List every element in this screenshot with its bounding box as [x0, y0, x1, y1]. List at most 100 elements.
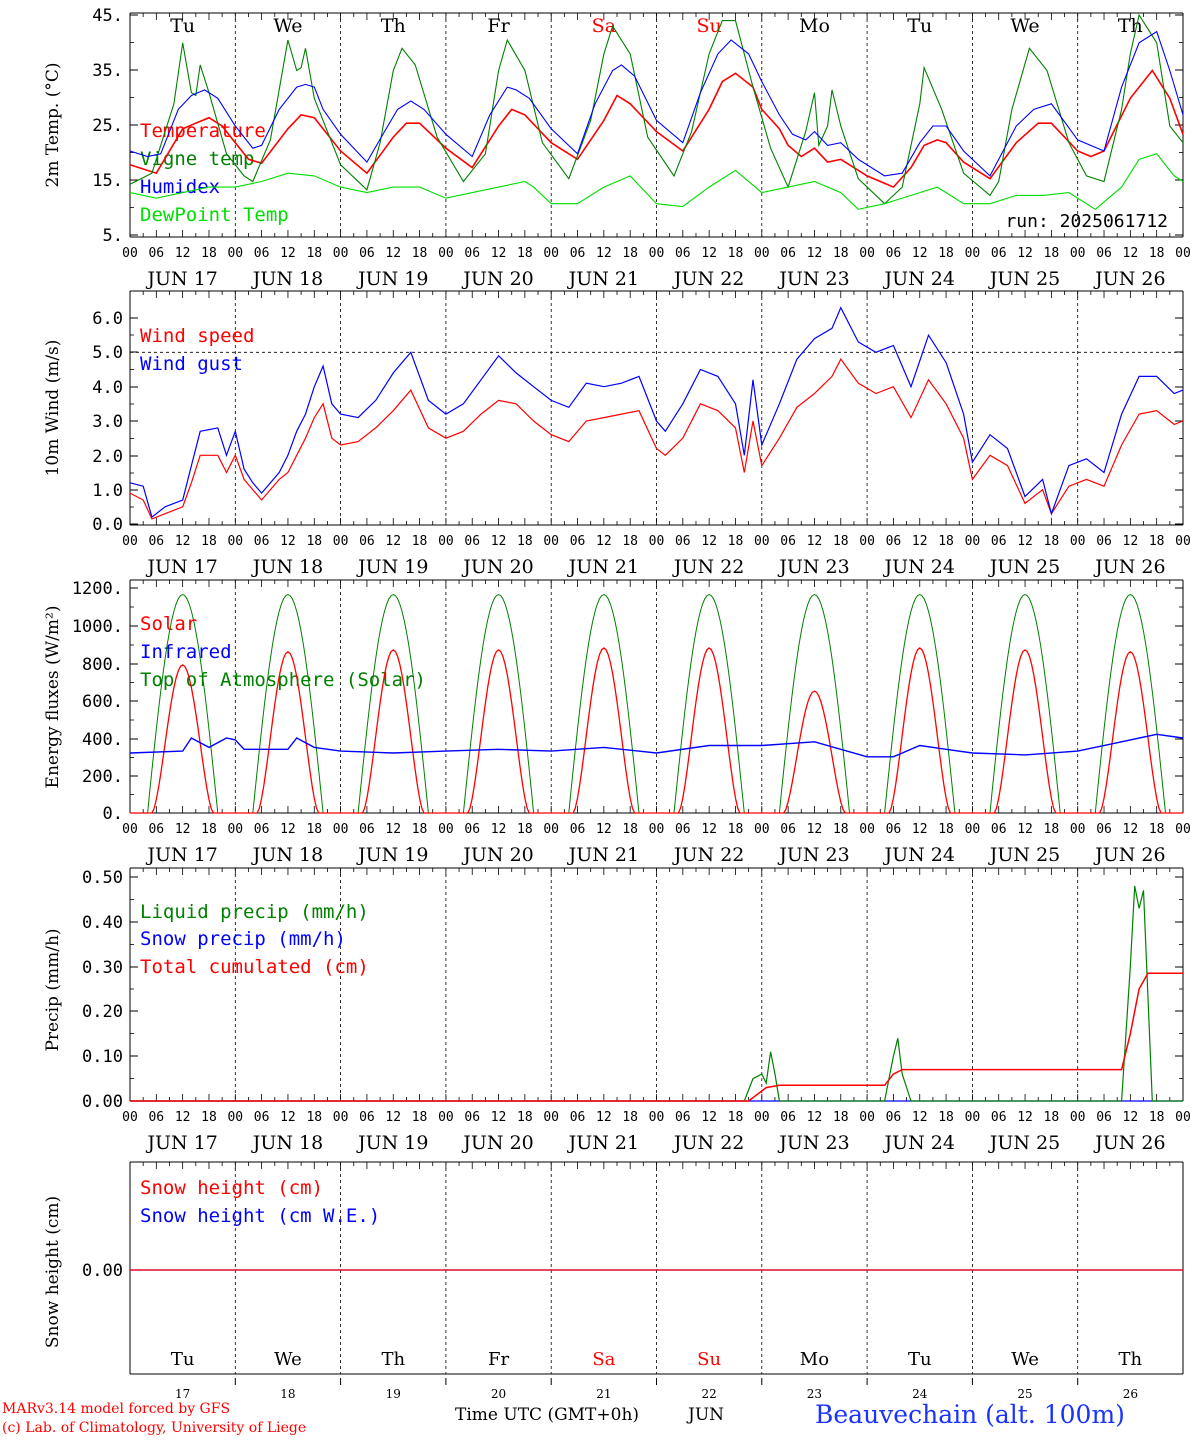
weekday-label-top: Tu	[907, 15, 932, 37]
panel-1-hour-label: 06	[254, 246, 270, 261]
day-number-label: 26	[1123, 1387, 1138, 1401]
weekday-label-top: Sa	[592, 15, 616, 37]
day-number-label: 22	[702, 1387, 717, 1401]
panel-4-ytick-label: 0.30	[82, 958, 123, 978]
panel-3-ytick-label: 800.	[82, 655, 123, 675]
panel-3-date-label: JUN 17	[145, 844, 217, 866]
panel-3-hour-label: 18	[622, 822, 638, 837]
panel-1-hour-label: 06	[991, 246, 1007, 261]
panel-1-hour-label: 00	[859, 246, 875, 261]
panel-4-hour-label: 12	[175, 1110, 191, 1125]
panel-1-hour-label: 06	[464, 246, 480, 261]
panel-4-hour-label: 06	[780, 1110, 796, 1125]
panel-4-hour-label: 00	[1070, 1110, 1086, 1125]
panel-4-hour-label: 00	[438, 1110, 454, 1125]
panel-3-hour-label: 00	[122, 822, 138, 837]
panel-2-hour-label: 06	[886, 534, 902, 549]
panel-2-hour-label: 12	[280, 534, 296, 549]
panel-3-hour-label: 12	[1123, 822, 1139, 837]
panel-2-hour-label: 12	[175, 534, 191, 549]
panel-3-hour-label: 18	[728, 822, 744, 837]
run-label: run: 2025061712	[1005, 211, 1168, 232]
panel-4-date-label: JUN 22	[672, 1132, 744, 1154]
panel-4-ytick-label: 0.50	[82, 868, 123, 888]
panel-1-date-label: JUN 26	[1093, 268, 1165, 290]
panel-2-hour-label: 06	[991, 534, 1007, 549]
flux-series-solar	[130, 647, 1183, 814]
panel-3-hour-label: 00	[1070, 822, 1086, 837]
panel-1-date-label: JUN 19	[356, 268, 428, 290]
day-number-label: 24	[912, 1387, 928, 1401]
panel-3-date-label: JUN 18	[251, 844, 323, 866]
panel-4-hour-label: 06	[991, 1110, 1007, 1125]
panel-2-hour-label: 06	[570, 534, 586, 549]
panel-1-hour-label: 06	[1096, 246, 1112, 261]
panel-2-ytick-label: 5.0	[92, 343, 123, 363]
temp-series-temperature	[129, 69, 1184, 189]
panel-4-date-label: JUN 26	[1093, 1132, 1165, 1154]
panel-4-legend-total-cumulated-cm-: Total cumulated (cm)	[140, 956, 369, 978]
panel-3-ytick-label: 0.	[103, 804, 123, 824]
panel-3-legend-solar: Solar	[140, 613, 197, 635]
day-number-label: 20	[491, 1387, 506, 1401]
weekday-label-top: We	[273, 15, 302, 37]
panel-3-hour-label: 00	[333, 822, 349, 837]
panel-3-hour-label: 18	[938, 822, 954, 837]
panel-4-hour-label: 18	[412, 1110, 428, 1125]
panel-2-hour-label: 00	[965, 534, 981, 549]
panel-3-hour-label: 12	[175, 822, 191, 837]
panel-2-hour-label: 12	[912, 534, 928, 549]
panel-2-hour-label: 12	[596, 534, 612, 549]
weekday-label-bottom: Su	[697, 1349, 721, 1370]
panel-2-hour-label: 06	[148, 534, 164, 549]
day-number-label: 19	[386, 1387, 401, 1401]
weekday-label-top: Tu	[170, 15, 195, 37]
panel-3-hour-label: 06	[886, 822, 902, 837]
panel-1-legend-temperature: Temperature	[140, 120, 266, 142]
panel-1-hour-label: 06	[359, 246, 375, 261]
panel-2-hour-label: 06	[464, 534, 480, 549]
weekday-label-bottom: Sa	[592, 1349, 615, 1370]
panel-1-ytick-label: 25.	[92, 116, 123, 136]
panel-2-hour-label: 06	[675, 534, 691, 549]
panel-2-ytick-label: 6.0	[92, 309, 123, 329]
panel-1-hour-label: 12	[280, 246, 296, 261]
panel-3-hour-label: 18	[412, 822, 428, 837]
panel-2-hour-label: 06	[780, 534, 796, 549]
panel-3-date-label: JUN 25	[988, 844, 1060, 866]
panel-1-hour-label: 18	[306, 246, 322, 261]
station-title: Beauvechain (alt. 100m)	[815, 1400, 1125, 1429]
day-number-label: 21	[596, 1387, 611, 1401]
weekday-label-bottom: Fr	[488, 1349, 509, 1370]
panel-3-hour-label: 18	[1149, 822, 1165, 837]
panel-2-hour-label: 12	[807, 534, 823, 549]
panel-1-hour-label: 06	[148, 246, 164, 261]
panel-4-hour-label: 00	[859, 1110, 875, 1125]
panel-3-hour-label: 06	[780, 822, 796, 837]
panel-2-date-label: JUN 19	[356, 556, 428, 578]
weekday-label-top: Fr	[487, 15, 510, 37]
panel-2-hour-label: 18	[833, 534, 849, 549]
panel-1-legend-humidex: Humidex	[140, 176, 220, 198]
panel-4-date-label: JUN 19	[356, 1132, 428, 1154]
day-number-label: 18	[280, 1387, 295, 1401]
panel-3-hour-label: 12	[912, 822, 928, 837]
panel-3-hour-label: 00	[965, 822, 981, 837]
wind-series-wind-gust	[129, 306, 1184, 519]
panel-1-date-label: JUN 23	[777, 268, 849, 290]
panel-3-ytick-label: 1200.	[72, 579, 123, 599]
panel-3-hour-label: 00	[1175, 822, 1191, 837]
panel-3-hour-label: 12	[701, 822, 717, 837]
panel-4-hour-label: 12	[491, 1110, 507, 1125]
panel-3-ytick-label: 200.	[82, 767, 123, 787]
panel-2-hour-label: 12	[385, 534, 401, 549]
panel-1-hour-label: 06	[675, 246, 691, 261]
month-label: JUN	[688, 1405, 725, 1425]
panel-4-hour-label: 18	[622, 1110, 638, 1125]
panel-4-date-label: JUN 21	[567, 1132, 639, 1154]
panel-1-hour-label: 18	[1044, 246, 1060, 261]
panel-4-ylabel: Precip (mm/h)	[43, 928, 63, 1051]
panel-1-legend-dewpoint-temp: DewPoint Temp	[140, 204, 289, 226]
panel-4-date-label: JUN 23	[777, 1132, 849, 1154]
